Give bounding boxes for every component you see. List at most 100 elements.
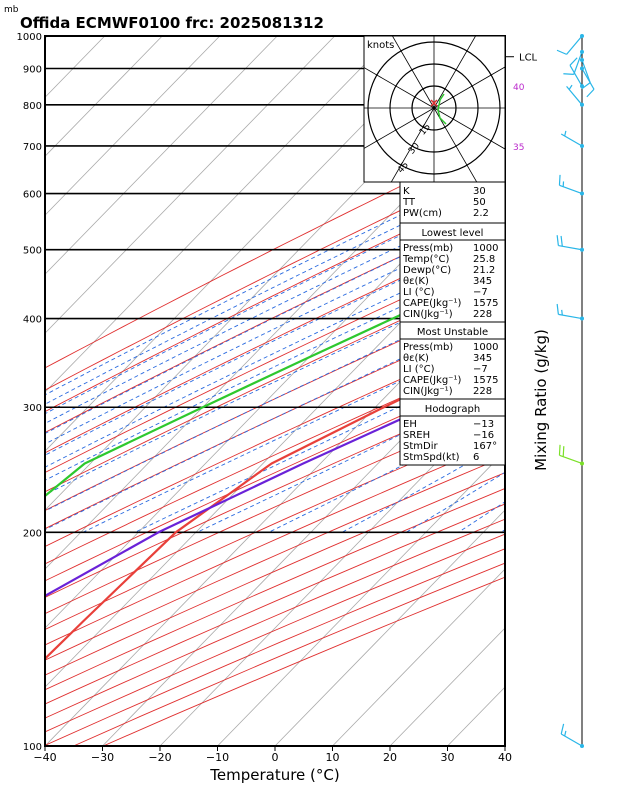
isotherm-line bbox=[217, 450, 505, 746]
units-label: mb bbox=[4, 5, 19, 15]
hodograph-spoke bbox=[391, 36, 435, 109]
isotherm-line bbox=[159, 391, 505, 746]
moist-adiabat-line bbox=[500, 529, 505, 533]
lowest-level-row-value: 228 bbox=[473, 309, 492, 320]
most-unstable-title: Most Unstable bbox=[417, 327, 488, 338]
hodograph-spoke bbox=[433, 107, 505, 150]
most-unstable-row-value: 228 bbox=[473, 386, 492, 397]
indices-row-label: PW(cm) bbox=[403, 208, 442, 219]
wind-barb-flag bbox=[586, 88, 595, 98]
wind-barb-flag bbox=[581, 82, 591, 90]
dry-adiabat-line bbox=[45, 312, 505, 530]
dry-adiabat-line bbox=[45, 183, 505, 413]
hodograph-stats-box bbox=[399, 398, 506, 466]
moist-adiabat-line bbox=[45, 257, 505, 481]
hodograph-spoke bbox=[390, 107, 435, 182]
y-tick-label: 400 bbox=[23, 315, 42, 326]
isotherm-line bbox=[45, 36, 278, 275]
indices-row-label: TT bbox=[402, 197, 416, 208]
indices-box bbox=[399, 181, 506, 224]
profile-lines bbox=[45, 265, 505, 661]
lcl-label: LCL bbox=[519, 53, 538, 64]
hodograph-stats-row-value: 6 bbox=[473, 452, 479, 463]
wind-barb-flag bbox=[560, 723, 565, 735]
hodograph-spoke bbox=[433, 107, 478, 182]
wind-barb-flag bbox=[562, 446, 565, 457]
hodograph-ring bbox=[389, 63, 479, 153]
indices-row-label: K bbox=[403, 186, 410, 197]
x-tick-label: 40 bbox=[498, 751, 512, 764]
most-unstable-row-value: −7 bbox=[473, 364, 488, 375]
chart-title: Offida ECMWF0100 frc: 2025081312 bbox=[20, 14, 324, 32]
theta-label: 35 bbox=[513, 143, 524, 153]
hodograph-stats-row-label: StmSpd(kt) bbox=[403, 452, 460, 463]
lowest-level-row-value: 21.2 bbox=[473, 265, 495, 276]
hodograph-trace bbox=[437, 93, 447, 125]
dry-adiabat-line bbox=[45, 387, 505, 598]
x-tick-label: 20 bbox=[383, 751, 397, 764]
wind-barb-shaft bbox=[573, 51, 583, 75]
y-tick-label: 900 bbox=[23, 64, 42, 75]
wind-barb-flag bbox=[556, 303, 559, 315]
most-unstable-row-value: 345 bbox=[473, 353, 492, 364]
hodograph-ring bbox=[367, 41, 501, 175]
indices-row-value: 30 bbox=[473, 186, 486, 197]
parcel-profile-line bbox=[45, 368, 505, 598]
lowest-level-row-value: 25.8 bbox=[473, 254, 495, 265]
dewpoint-profile-line bbox=[45, 265, 505, 498]
wind-barb-shaft bbox=[581, 59, 591, 83]
dry-adiabat-line bbox=[45, 206, 505, 433]
dry-adiabat-line bbox=[45, 250, 505, 474]
dry-adiabat-line bbox=[45, 351, 505, 565]
lowest-level-row-value: −7 bbox=[473, 287, 488, 298]
hodograph-spoke bbox=[364, 107, 435, 149]
x-tick-label: 10 bbox=[326, 751, 340, 764]
y-tick-label: 700 bbox=[23, 142, 42, 153]
pressure-axis: 100 200 300 400 500 600 700 800 900 1000 bbox=[17, 32, 42, 753]
temperature-profile-line bbox=[45, 346, 505, 661]
wind-barb-column bbox=[556, 34, 595, 748]
dry-adiabat-line bbox=[45, 332, 505, 547]
lowest-level-row-label: CIN(Jkg⁻¹) bbox=[403, 309, 453, 320]
isotherm-line bbox=[45, 155, 505, 629]
dry-adiabat-line bbox=[45, 369, 505, 582]
moist-adiabat-line bbox=[45, 230, 505, 456]
moist-adiabat-line bbox=[45, 272, 505, 496]
hodograph-stats-row-value: 167° bbox=[473, 441, 497, 452]
isotherm-line bbox=[45, 36, 451, 452]
lowest-level-row-value: 1000 bbox=[473, 243, 498, 254]
dry-adiabat-line bbox=[45, 405, 505, 615]
dry-adiabat-line bbox=[45, 272, 505, 493]
moist-adiabat-line bbox=[45, 206, 505, 435]
y-tick-label: 500 bbox=[23, 246, 42, 257]
wind-barb-half-flag bbox=[564, 130, 567, 137]
hodograph-stats-row-value: −16 bbox=[473, 430, 494, 441]
lowest-level-row-label: θε(K) bbox=[403, 276, 429, 287]
y-tick-label: 200 bbox=[23, 528, 42, 539]
lowest-level-row-label: LI (°C) bbox=[403, 287, 435, 298]
wind-barb-flag bbox=[560, 235, 563, 247]
y-tick-label: 1000 bbox=[17, 32, 42, 43]
moist-adiabat-line bbox=[45, 185, 505, 415]
lowest-level-title: Lowest level bbox=[422, 228, 484, 239]
lowest-level-row-label: Temp(°C) bbox=[402, 254, 450, 265]
x-tick-label: −10 bbox=[206, 751, 229, 764]
hodograph-stats-row-label: SREH bbox=[403, 430, 430, 441]
storm-motion-marker bbox=[430, 99, 438, 107]
x-tick-label: −20 bbox=[148, 751, 171, 764]
dry-adiabat-line bbox=[45, 229, 505, 454]
dry-adiabat-line bbox=[45, 456, 505, 661]
hodograph-stats-row-label: StmDir bbox=[403, 441, 438, 452]
hodograph-stats-title: Hodograph bbox=[425, 404, 480, 415]
most-unstable-row-value: 1575 bbox=[473, 375, 498, 386]
wind-barb-flag bbox=[558, 444, 561, 456]
most-unstable-row-value: 1000 bbox=[473, 342, 498, 353]
dry-adiabat-lines bbox=[45, 135, 505, 746]
x-tick-label: 0 bbox=[272, 751, 279, 764]
hodograph-stats-row-value: −13 bbox=[473, 419, 494, 430]
wind-barb-flag bbox=[563, 73, 574, 75]
hodograph-stats-row-label: EH bbox=[403, 419, 417, 430]
dry-adiabat-line bbox=[45, 472, 505, 676]
lowest-level-row-label: Press(mb) bbox=[403, 243, 453, 254]
